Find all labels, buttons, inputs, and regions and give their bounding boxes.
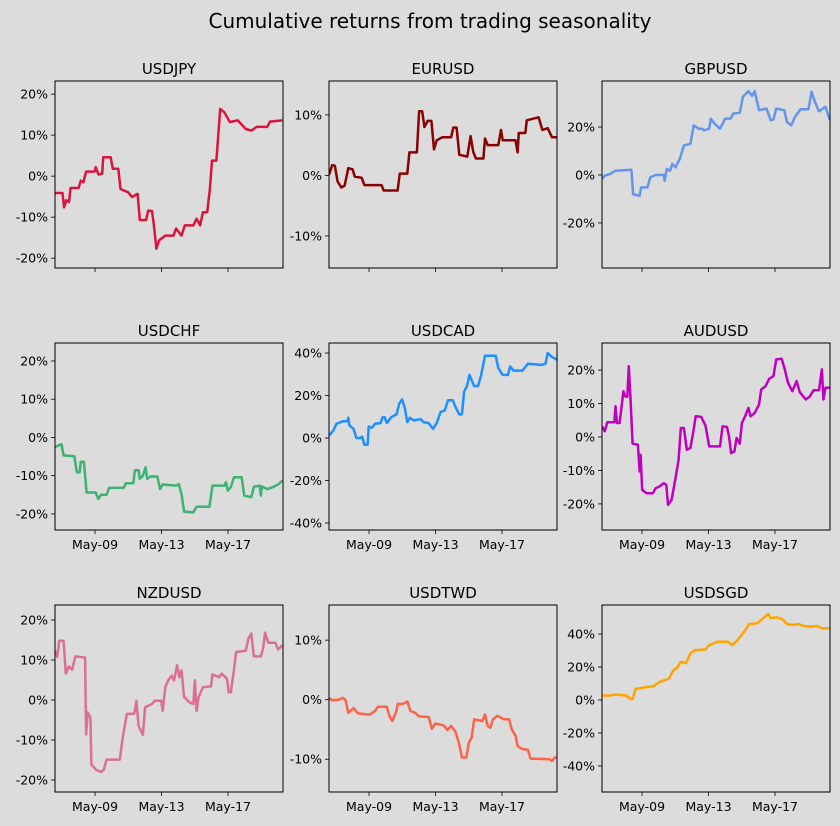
- y-tick-label: 0%: [302, 430, 322, 445]
- y-tick-label: -20%: [16, 773, 48, 788]
- y-tick-label: 0%: [28, 169, 48, 184]
- subplot-usdtwd: USDTWD 10% 0% -10% May-09 May-13 May-17: [290, 584, 558, 814]
- x-tick-label: May-17: [479, 799, 525, 814]
- series-line-gbpusd: [602, 89, 830, 198]
- subplot-title: NZDUSD: [136, 584, 201, 602]
- y-tick-label: 10%: [20, 653, 48, 668]
- x-tick-label: May-17: [752, 799, 798, 814]
- series-line-audusd: [602, 357, 830, 507]
- series-line-usdchf: [55, 443, 283, 514]
- y-tick-label: 40%: [294, 345, 322, 360]
- y-tick-label: -40%: [563, 758, 595, 773]
- subplot-title: GBPUSD: [684, 60, 747, 78]
- axes-frame: [54, 604, 284, 793]
- subplot-usdchf: USDCHF 20% 10% 0% -10% -20% May-09 May-13 May-17: [16, 322, 284, 552]
- axes-frame: [54, 342, 284, 531]
- y-tick-label: 20%: [294, 388, 322, 403]
- y-tick-label: -40%: [290, 515, 322, 530]
- x-tick-label: May-17: [205, 537, 251, 552]
- subplot-usdjpy: USDJPY 20% 10% 0% -10% -20%: [16, 60, 284, 272]
- series-line-nzdusd: [55, 631, 283, 774]
- x-tick-label: May-09: [346, 537, 392, 552]
- x-tick-label: May-17: [205, 799, 251, 814]
- x-tick-label: May-09: [619, 537, 665, 552]
- y-tick-label: -10%: [563, 463, 595, 478]
- y-tick-label: 0%: [575, 430, 595, 445]
- y-tick-label: 10%: [567, 396, 595, 411]
- subplot-title: USDCHF: [138, 322, 200, 340]
- subplot-audusd: AUDUSD 20% 10% 0% -10% -20% May-09 May-13 May-17: [563, 322, 831, 552]
- y-tick-label: 10%: [20, 392, 48, 407]
- y-tick-label: -10%: [16, 468, 48, 483]
- y-tick-label: 0%: [575, 167, 595, 182]
- y-tick-label: 0%: [302, 168, 322, 183]
- y-tick-label: -20%: [16, 506, 48, 521]
- x-tick-label: May-13: [412, 537, 458, 552]
- axes-frame: [328, 342, 558, 531]
- subplot-title: USDJPY: [142, 60, 197, 78]
- y-tick-label: -20%: [16, 251, 48, 266]
- series-line-usdtwd: [329, 696, 557, 763]
- subplot-title: USDTWD: [409, 584, 477, 602]
- subplot-eurusd: EURUSD 10% 0% -10%: [290, 60, 558, 272]
- subplot-title: USDSGD: [684, 584, 749, 602]
- x-tick-label: May-17: [479, 537, 525, 552]
- subplot-title: USDCAD: [411, 322, 475, 340]
- series-line-usdjpy: [55, 107, 283, 250]
- x-tick-label: May-09: [72, 537, 118, 552]
- y-tick-label: 20%: [20, 87, 48, 102]
- axes-frame: [54, 80, 284, 269]
- x-tick-label: May-09: [72, 799, 118, 814]
- x-tick-label: May-09: [619, 799, 665, 814]
- y-tick-label: -10%: [290, 752, 322, 767]
- subplot-title: AUDUSD: [684, 322, 749, 340]
- x-tick-label: May-09: [346, 799, 392, 814]
- y-tick-label: 10%: [20, 128, 48, 143]
- y-tick-label: 20%: [20, 613, 48, 628]
- axes-frame: [601, 604, 831, 793]
- axes-frame: [328, 604, 558, 793]
- x-tick-label: May-13: [412, 799, 458, 814]
- series-line-usdcad: [329, 351, 557, 447]
- axes-frame: [601, 342, 831, 531]
- subplot-title: EURUSD: [412, 60, 475, 78]
- x-tick-label: May-13: [138, 537, 184, 552]
- y-tick-label: 0%: [28, 430, 48, 445]
- y-tick-label: 0%: [28, 693, 48, 708]
- y-tick-label: -10%: [290, 228, 322, 243]
- y-tick-label: -10%: [16, 210, 48, 225]
- y-tick-label: -20%: [563, 496, 595, 511]
- x-tick-label: May-13: [138, 799, 184, 814]
- figure-title: Cumulative returns from trading seasonal…: [209, 9, 652, 33]
- x-tick-label: May-13: [685, 799, 731, 814]
- y-tick-label: 0%: [302, 692, 322, 707]
- y-tick-label: 20%: [567, 660, 595, 675]
- subplot-gbpusd: GBPUSD 20% 0% -20%: [563, 60, 831, 272]
- axes-frame: [328, 80, 558, 269]
- x-tick-label: May-17: [752, 537, 798, 552]
- subplot-nzdusd: NZDUSD 20% 10% 0% -10% -20% May-09 May-13 May-17: [16, 584, 284, 814]
- y-tick-label: -20%: [290, 473, 322, 488]
- y-tick-label: -20%: [563, 215, 595, 230]
- y-tick-label: -20%: [563, 725, 595, 740]
- y-tick-label: 10%: [294, 107, 322, 122]
- subplot-usdsgd: USDSGD 40% 20% 0% -20% -40% May-09 May-13 May-17: [563, 584, 831, 814]
- series-line-usdsgd: [602, 612, 830, 701]
- y-tick-label: 10%: [294, 633, 322, 648]
- subplot-usdcad: USDCAD 40% 20% 0% -20% -40% May-09 May-13 May-17: [290, 322, 558, 552]
- x-tick-label: May-13: [685, 537, 731, 552]
- y-tick-label: 20%: [567, 120, 595, 135]
- y-tick-label: -10%: [16, 733, 48, 748]
- axes-frame: [601, 80, 831, 269]
- y-tick-label: 40%: [567, 627, 595, 642]
- y-tick-label: 20%: [567, 363, 595, 378]
- y-tick-label: 20%: [20, 353, 48, 368]
- y-tick-label: 0%: [575, 692, 595, 707]
- series-line-eurusd: [329, 110, 557, 192]
